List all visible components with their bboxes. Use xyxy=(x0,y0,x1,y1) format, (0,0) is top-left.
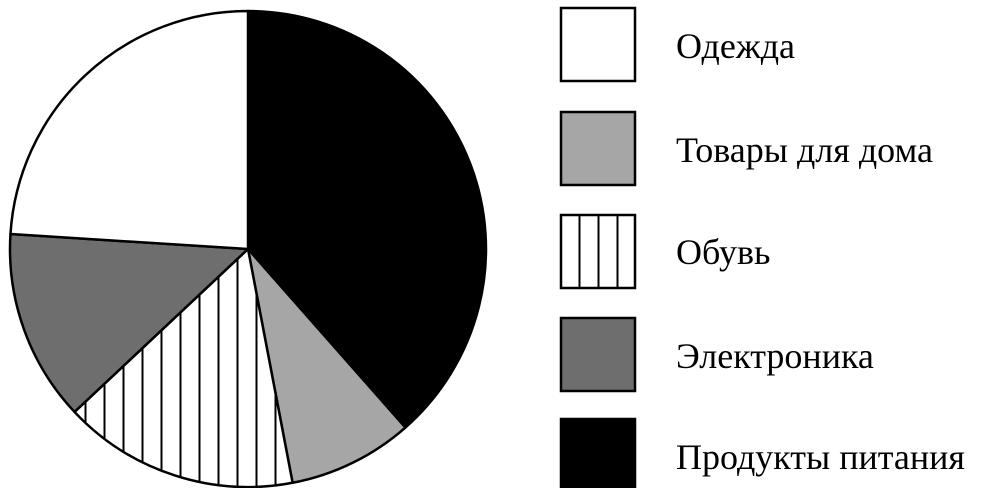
legend-label-produkty-pitaniya: Продукты питания xyxy=(676,437,965,477)
legend-label-odezhda: Одежда xyxy=(676,26,795,66)
legend-swatch-obuv xyxy=(559,213,637,290)
legend-item-odezhda: Одежда xyxy=(559,6,795,83)
legend-swatch-odezhda xyxy=(559,6,637,83)
pie-slice-elektronika xyxy=(8,232,250,414)
legend-item-obuv: Обувь xyxy=(559,213,770,290)
pie-slice-produkty-pitaniya xyxy=(246,9,488,429)
legend-label-obuv: Обувь xyxy=(676,232,770,272)
legend-swatch-elektronika xyxy=(559,316,637,393)
pie-slice-odezhda xyxy=(9,9,250,251)
legend-label-elektronika: Электроника xyxy=(676,336,874,376)
legend-label-tovary-dlya-doma: Товары для дома xyxy=(676,130,933,170)
pie-slice-obuv xyxy=(73,247,294,488)
pie-slices xyxy=(8,9,488,488)
legend-item-produkty-pitaniya: Продукты питания xyxy=(559,417,965,488)
legend: Одежда Товары для дома Обувь Электроника… xyxy=(559,6,965,488)
legend-swatch-produkty-pitaniya xyxy=(559,417,637,488)
legend-swatch-tovary-dlya-doma xyxy=(559,110,637,187)
pie-slice-tovary-dlya-doma xyxy=(246,247,407,485)
legend-item-elektronika: Электроника xyxy=(559,316,874,393)
legend-item-tovary-dlya-doma: Товары для дома xyxy=(559,110,933,187)
